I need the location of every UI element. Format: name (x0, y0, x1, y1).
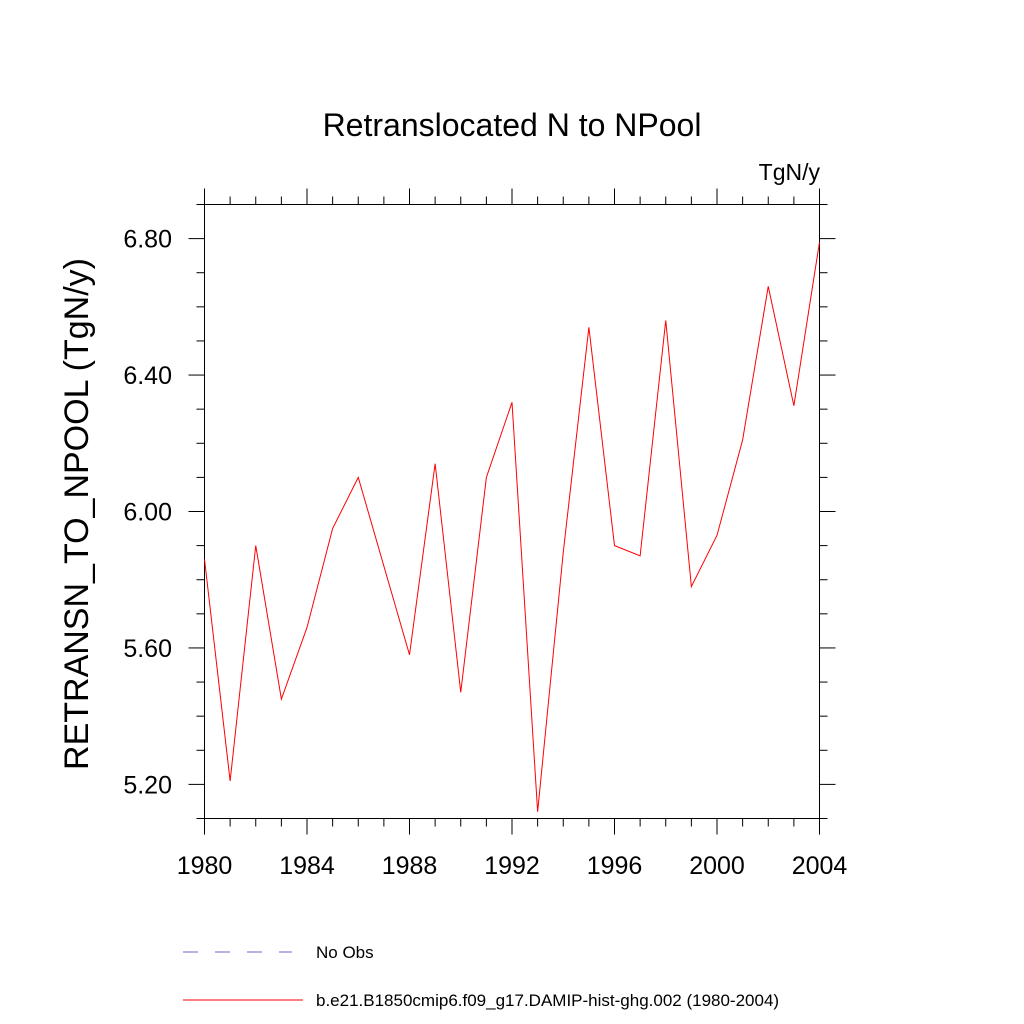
plot-frame (204, 204, 820, 819)
y-tick-label: 6.80 (123, 226, 172, 254)
y-tick-label: 5.20 (123, 771, 172, 799)
x-tick-label: 1992 (484, 852, 540, 880)
series-lines (204, 241, 820, 812)
legend: No Obs b.e21.B1850cmip6.f09_g17.DAMIP-his… (183, 943, 779, 1010)
tick-labels: 1980 1984 1988 1992 1996 2000 2004 5.20 5.60 6.00… (123, 226, 847, 880)
series-line (204, 241, 820, 812)
x-tick-label: 1996 (587, 852, 643, 880)
chart-title: Retranslocated N to NPool (323, 107, 702, 143)
y-tick-label: 6.00 (123, 499, 172, 527)
units-label: TgN/y (759, 159, 821, 185)
legend-label: b.e21.B1850cmip6.f09_g17.DAMIP-hist-ghg.… (316, 991, 779, 1010)
x-tick-label: 1984 (279, 852, 335, 880)
x-tick-label: 1980 (177, 852, 233, 880)
x-tick-label: 1988 (382, 852, 438, 880)
legend-label: No Obs (316, 943, 374, 962)
y-tick-label: 5.60 (123, 635, 172, 663)
y-tick-label: 6.40 (123, 362, 172, 390)
x-tick-label: 2000 (689, 852, 745, 880)
axis-ticks (188, 188, 836, 835)
x-tick-label: 2004 (792, 852, 848, 880)
y-axis-label: RETRANSN_TO_NPOOL (TgN/y) (58, 258, 96, 770)
